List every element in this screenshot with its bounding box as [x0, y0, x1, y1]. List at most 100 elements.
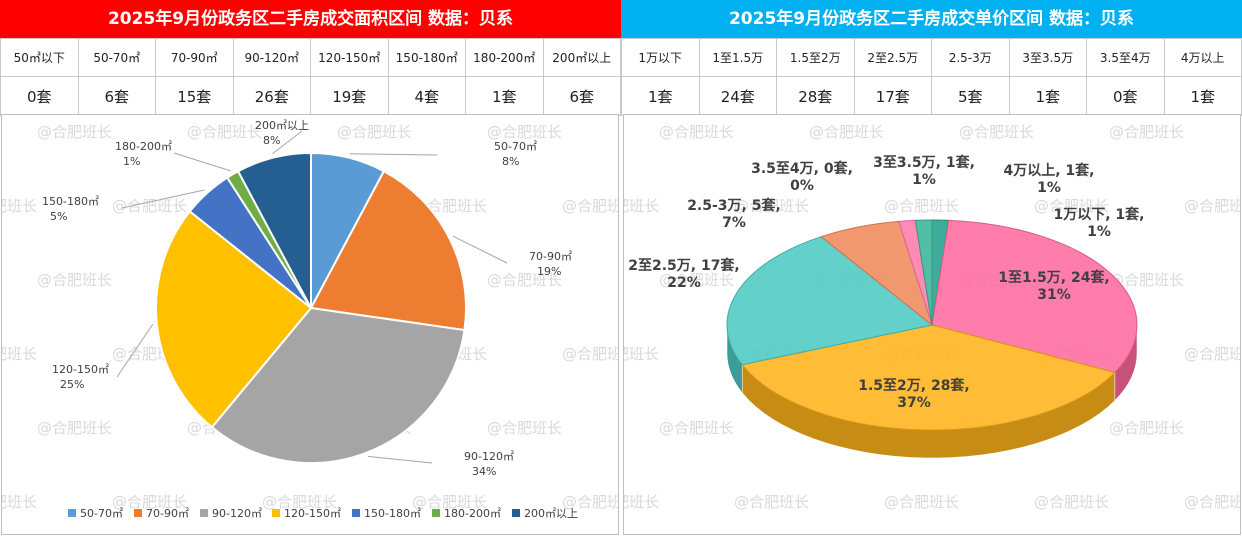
slice-percent: 34% — [472, 465, 496, 478]
watermark-text: @合肥班长 — [262, 493, 337, 511]
watermark-text: @合肥班长 — [624, 197, 659, 215]
price-range-value-row: 1套 24套 28套 17套 5套 1套 0套 1套 — [621, 76, 1242, 116]
pie-3d-slice — [741, 324, 1116, 431]
watermark-text: @合肥班长 — [562, 493, 618, 511]
area-header-cell: 150-180㎡ — [387, 38, 466, 77]
slice-percent: 37% — [897, 395, 931, 411]
watermark-text: @合肥班长 — [487, 271, 562, 289]
slice-percent: 0% — [790, 178, 814, 194]
area-header-cell: 120-150㎡ — [310, 38, 389, 77]
watermark-text: @合肥班长 — [624, 345, 659, 363]
watermark-text: @合肥班长 — [884, 493, 959, 511]
slice-label: 70-90㎡ — [529, 250, 572, 263]
legend-label: 200㎡以上 — [524, 507, 578, 520]
watermark-text: @合肥班长 — [734, 197, 809, 215]
area-value-cell: 6套 — [77, 76, 156, 116]
watermark-text: @合肥班长 — [624, 493, 659, 511]
price-range-header-row: 1万以下 1至1.5万 1.5至2万 2至2.5万 2.5-3万 3至3.5万 … — [621, 38, 1242, 77]
legend-swatch — [134, 509, 142, 517]
watermark-text: @合肥班长 — [659, 271, 734, 289]
slice-label: 3.5至4万, 0套, — [751, 160, 853, 177]
area-value-cell: 0套 — [0, 76, 79, 116]
area-header-cell: 70-90㎡ — [155, 38, 234, 77]
slice-percent: 5% — [50, 210, 67, 223]
area-pie-chart: @合肥班长 @合肥班长 @合肥班长 @合肥班长 @合肥班长 @合肥班长 @合肥班长 @合肥班长… — [2, 119, 618, 520]
watermark-text: @合肥班长 — [412, 493, 487, 511]
pie-3d-slice — [931, 219, 1138, 374]
price-value-cell: 0套 — [1086, 76, 1165, 116]
leader-line — [116, 323, 154, 378]
price-value-cell: 1套 — [1163, 76, 1242, 116]
area-header-cell: 50㎡以下 — [0, 38, 79, 77]
slice-label: 2至2.5万, 17套, — [628, 257, 740, 274]
price-value-cell: 28套 — [776, 76, 855, 116]
slice-percent: 1% — [1037, 180, 1061, 196]
slice-label: 4万以上, 1套, — [1004, 162, 1095, 179]
watermark-text: @合肥班长 — [1034, 493, 1109, 511]
watermark-text: @合肥班长 — [187, 123, 262, 141]
legend-label: 90-120㎡ — [212, 507, 262, 520]
leader-line — [121, 189, 205, 209]
watermark-text: @合肥班长 — [1184, 493, 1240, 511]
legend-swatch — [272, 509, 280, 517]
legend-label: 180-200㎡ — [444, 507, 501, 520]
leader-line — [173, 152, 231, 172]
area-range-table: 50㎡以下 50-70㎡ 70-90㎡ 90-120㎡ 120-150㎡ 150… — [0, 38, 621, 116]
price-pie-panel: @合肥班长 @合肥班长 @合肥班长 @合肥班长 @合肥班长 @合肥班长 @合肥班长 @合肥班长… — [623, 114, 1241, 535]
price-header-cell: 1万以下 — [621, 38, 700, 77]
watermark-text: @合肥班长 — [659, 419, 734, 437]
price-header-cell: 1.5至2万 — [776, 38, 855, 77]
price-header-cell: 3至3.5万 — [1008, 38, 1087, 77]
legend-swatch — [512, 509, 520, 517]
price-header-cell: 3.5至4万 — [1086, 38, 1165, 77]
area-value-cell: 6套 — [542, 76, 621, 116]
watermark-text: @合肥班长 — [1184, 197, 1240, 215]
price-header-cell: 2.5-3万 — [931, 38, 1010, 77]
watermark-text: @合肥班长 — [112, 493, 187, 511]
leader-line — [368, 455, 433, 464]
watermark-text: @合肥班长 — [112, 197, 187, 215]
legend-swatch — [352, 509, 360, 517]
area-value-cell: 19套 — [310, 76, 389, 116]
slice-percent: 25% — [60, 378, 84, 391]
price-header-cell: 1至1.5万 — [698, 38, 777, 77]
price-header-cell: 4万以上 — [1163, 38, 1242, 77]
right-chart-title: 2025年9月份政务区二手房成交单价区间 数据：贝系 — [621, 0, 1242, 38]
watermark-text: @合肥班长 — [809, 123, 884, 141]
slice-percent: 1% — [1087, 224, 1111, 240]
watermark-text: @合肥班长 — [959, 123, 1034, 141]
slice-percent: 31% — [1037, 287, 1071, 303]
watermark-text: @合肥班长 — [562, 197, 618, 215]
left-chart-title: 2025年9月份政务区二手房成交面积区间 数据：贝系 — [0, 0, 621, 38]
area-range-header-row: 50㎡以下 50-70㎡ 70-90㎡ 90-120㎡ 120-150㎡ 150… — [0, 38, 621, 77]
watermark-text: @合肥班长 — [659, 123, 734, 141]
slice-label: 50-70㎡ — [494, 140, 537, 153]
slice-percent: 8% — [502, 155, 519, 168]
watermark-text: @合肥班长 — [37, 419, 112, 437]
price-header-cell: 2至2.5万 — [853, 38, 932, 77]
legend-swatch — [432, 509, 440, 517]
slice-percent: 8% — [263, 134, 280, 147]
area-value-cell: 4套 — [387, 76, 466, 116]
slice-label: 1至1.5万, 24套, — [998, 269, 1110, 286]
watermark-text: @合肥班长 — [37, 271, 112, 289]
watermark-text: @合肥班长 — [2, 197, 37, 215]
price-value-cell: 5套 — [931, 76, 1010, 116]
slice-percent: 1% — [123, 155, 140, 168]
price-range-table: 1万以下 1至1.5万 1.5至2万 2至2.5万 2.5-3万 3至3.5万 … — [621, 38, 1242, 116]
watermark-text: @合肥班长 — [2, 493, 37, 511]
area-value-cell: 26套 — [232, 76, 311, 116]
slice-percent: 1% — [912, 172, 936, 188]
watermark-text: @合肥班长 — [2, 345, 37, 363]
slice-label: 150-180㎡ — [42, 195, 99, 208]
pie-slice — [236, 151, 312, 309]
watermark-text: @合肥班长 — [337, 123, 412, 141]
area-header-cell: 50-70㎡ — [77, 38, 156, 77]
price-value-cell: 17套 — [853, 76, 932, 116]
pie-3d-slice — [726, 236, 934, 366]
pie-slice — [155, 209, 313, 429]
slice-label: 120-150㎡ — [52, 363, 109, 376]
slice-label: 1万以下, 1套, — [1054, 206, 1145, 223]
watermark-text: @合肥班长 — [1034, 197, 1109, 215]
area-header-cell: 180-200㎡ — [465, 38, 544, 77]
